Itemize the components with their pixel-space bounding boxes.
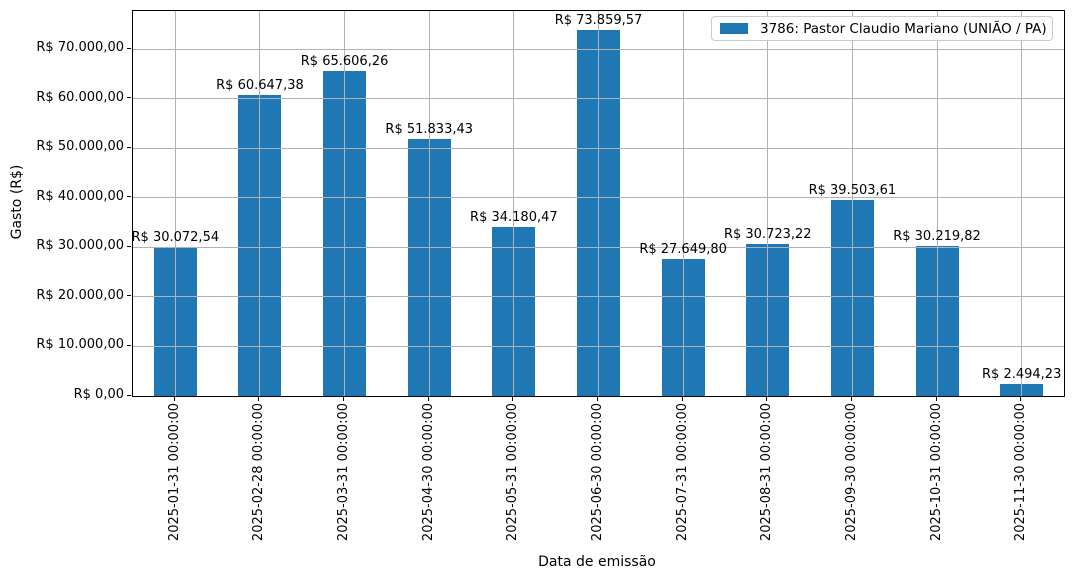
x-tick-mark [935, 396, 937, 401]
x-tick-label: 2025-10-31 00:00:00 [928, 403, 944, 542]
y-tick-label: R$ 0,00 [73, 387, 124, 402]
bar-value-label: R$ 2.494,23 [982, 366, 1062, 382]
bar-value-label: R$ 39.503,61 [808, 183, 897, 199]
v-gridline [682, 11, 684, 396]
x-tick-label: 2025-01-31 00:00:00 [166, 403, 182, 542]
x-tick-label: 2025-11-30 00:00:00 [1013, 403, 1029, 542]
x-tick-mark [427, 396, 429, 401]
x-tick-mark [681, 396, 683, 401]
y-tick-label: R$ 40.000,00 [36, 188, 124, 204]
y-tick-label: R$ 50.000,00 [36, 139, 124, 155]
v-gridline [513, 11, 515, 396]
x-tick-label: 2025-04-30 00:00:00 [420, 403, 436, 542]
x-tick-mark [766, 396, 768, 401]
v-gridline [428, 11, 430, 396]
x-tick-mark [258, 396, 260, 401]
bar-value-label: R$ 60.647,38 [216, 78, 304, 94]
bar-value-label: R$ 30.723,22 [723, 226, 812, 242]
y-tick-label: R$ 10.000,00 [36, 337, 124, 353]
y-tick-mark [126, 47, 131, 49]
bar-value-label: R$ 30.219,82 [893, 229, 981, 245]
y-tick-mark [126, 146, 131, 148]
x-tick-label: 2025-07-31 00:00:00 [674, 403, 690, 542]
v-gridline [936, 11, 938, 396]
v-gridline [344, 11, 346, 396]
bar-value-label: R$ 27.649,80 [639, 241, 727, 257]
x-axis-title: Data de emissão [538, 554, 656, 570]
x-tick-mark [850, 396, 852, 401]
bar-value-label: R$ 51.833,43 [385, 122, 474, 138]
legend-label: 3786: Pastor Claudio Mariano (UNIÃO / PA… [760, 20, 1047, 37]
x-tick-label: 2025-08-31 00:00:00 [759, 403, 775, 542]
v-gridline [1021, 11, 1023, 396]
y-tick-mark [126, 245, 131, 247]
x-tick-mark [173, 396, 175, 401]
bar-value-label: R$ 34.180,47 [470, 209, 558, 225]
v-gridline [174, 11, 176, 396]
legend: 3786: Pastor Claudio Mariano (UNIÃO / PA… [711, 16, 1053, 41]
x-tick-label: 2025-02-28 00:00:00 [251, 403, 267, 542]
y-tick-label: R$ 60.000,00 [36, 89, 124, 105]
y-tick-mark [126, 196, 131, 198]
x-tick-mark [512, 396, 514, 401]
x-tick-mark [1020, 396, 1022, 401]
y-tick-mark [126, 97, 131, 99]
y-tick-label: R$ 30.000,00 [36, 238, 124, 254]
y-tick-label: R$ 20.000,00 [36, 287, 124, 303]
bar-value-label: R$ 65.606,26 [300, 53, 389, 69]
x-tick-mark [597, 396, 598, 401]
bar-value-label: R$ 30.072,54 [131, 229, 220, 245]
bar-value-label: R$ 73.859,57 [554, 12, 643, 28]
y-tick-label: R$ 70.000,00 [36, 40, 124, 55]
x-tick-label: 2025-09-30 00:00:00 [843, 403, 859, 542]
v-gridline [767, 11, 769, 396]
y-tick-mark [126, 394, 131, 396]
x-tick-mark [343, 396, 345, 401]
y-tick-mark [126, 295, 131, 297]
legend-swatch-icon [720, 23, 748, 34]
v-gridline [598, 11, 599, 396]
v-gridline [851, 11, 853, 396]
x-tick-label: 2025-03-31 00:00:00 [336, 403, 352, 542]
x-tick-label: 2025-05-31 00:00:00 [505, 403, 521, 542]
v-gridline [259, 11, 261, 396]
x-tick-label: 2025-06-30 00:00:00 [590, 403, 605, 542]
y-tick-mark [126, 344, 131, 346]
plot-area: R$ 30.072,54 R$ 60.647,38 R$ 65.606,26 R$ 5… [132, 10, 1065, 397]
